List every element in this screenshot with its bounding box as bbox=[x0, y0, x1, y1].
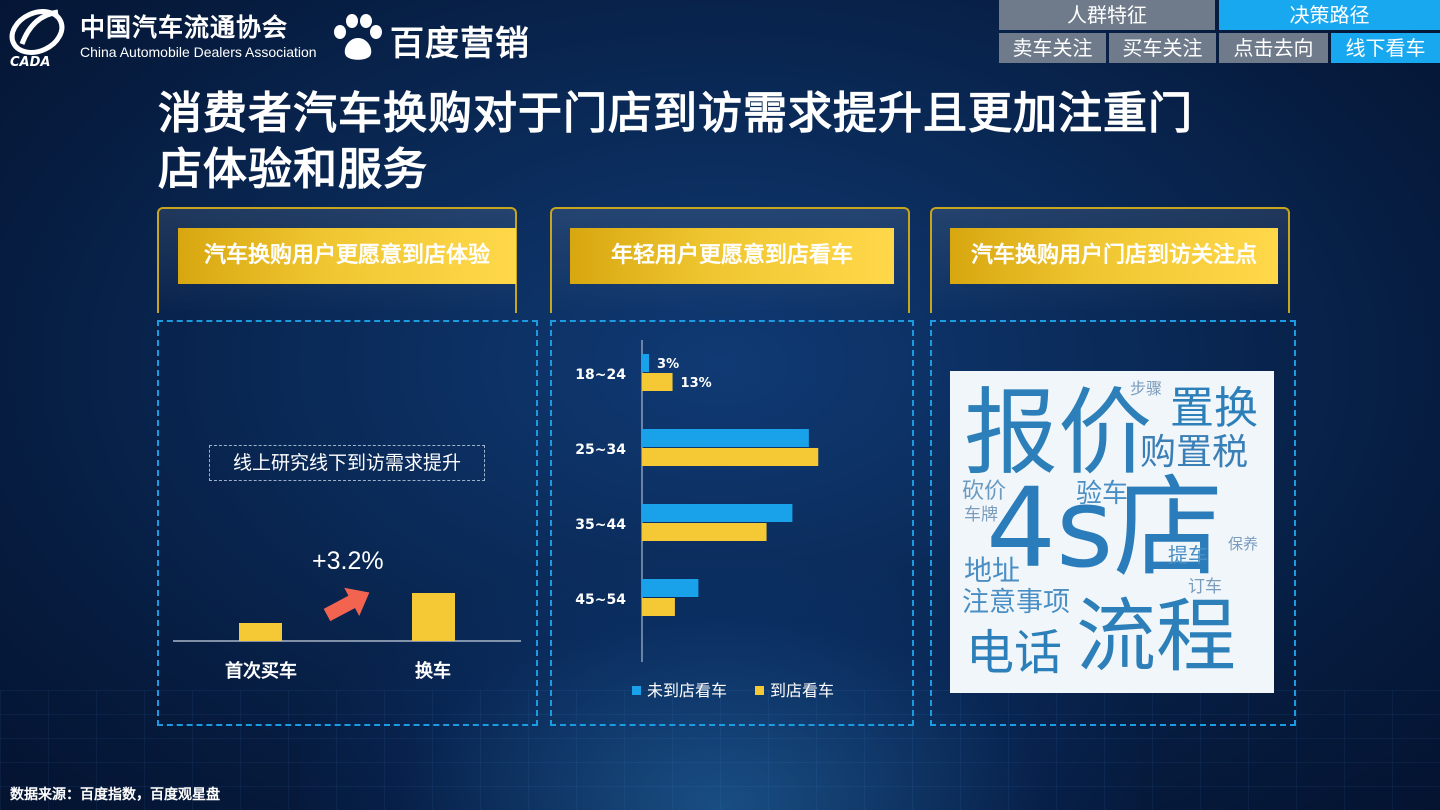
bar-25~34-not-visited bbox=[642, 429, 809, 447]
word-tiche: 提车 bbox=[1168, 543, 1208, 567]
x-label-replacement: 换车 bbox=[415, 660, 451, 682]
word-baoyang: 保养 bbox=[1228, 535, 1259, 553]
growth-arrow-icon bbox=[323, 587, 370, 622]
cada-name-cn: 中国汽车流通协会 bbox=[80, 13, 289, 42]
panel-1-heading: 汽车换购用户更愿意到店体验 bbox=[178, 228, 516, 284]
bar-18~24-visited bbox=[642, 373, 673, 391]
growth-label: +3.2% bbox=[312, 547, 384, 575]
y-label-18~24: 18~24 bbox=[575, 367, 626, 383]
y-label-35~44: 35~44 bbox=[575, 517, 626, 533]
word-kanjia: 砍价 bbox=[962, 479, 1007, 504]
data-source-note: 数据来源：百度指数，百度观星盘 bbox=[10, 787, 220, 803]
word-chepai: 车牌 bbox=[964, 505, 998, 525]
nav-tab-audience-traits[interactable]: 人群特征 bbox=[999, 0, 1215, 30]
age-visit-chart: 18~24 3%13% 25~34 35~44 45~54 未到店看车 到店看车 bbox=[575, 340, 834, 700]
nav-subtab-offline-viewing[interactable]: 线下看车 bbox=[1331, 33, 1440, 63]
word-gouzhishui: 购置税 bbox=[1140, 432, 1249, 473]
page-title: 消费者汽车换购对于门店到访需求提升且更加注重门 店体验和服务 bbox=[158, 86, 1288, 198]
legend-swatch-not-visited bbox=[632, 686, 641, 695]
word-zhihuan: 置换 bbox=[1170, 383, 1258, 434]
panel-3-heading: 汽车换购用户门店到访关注点 bbox=[950, 228, 1278, 284]
data-label-18~24-visited: 13% bbox=[681, 376, 712, 391]
page-title-line2: 店体验和服务 bbox=[158, 144, 428, 195]
word-buzhou: 步骤 bbox=[1130, 379, 1163, 398]
word-liucheng: 流程 bbox=[1076, 590, 1236, 683]
y-label-45~54: 45~54 bbox=[575, 592, 626, 608]
cada-name-en: China Automobile Dealers Association bbox=[80, 44, 317, 60]
baidu-logo-text: 百度营销 bbox=[390, 24, 530, 64]
baidu-paw-icon bbox=[334, 14, 382, 60]
x-label-first-purchase: 首次买车 bbox=[225, 660, 297, 682]
word-yanche: 验车 bbox=[1076, 479, 1129, 509]
baidu-marketing-logo: 百度营销 bbox=[330, 12, 560, 64]
cada-abbr: CADA bbox=[10, 55, 50, 68]
bar-35~44-visited bbox=[642, 523, 767, 541]
nav-subtab-sell-car[interactable]: 卖车关注 bbox=[999, 33, 1106, 63]
panel-3-body bbox=[930, 320, 1296, 726]
cada-logo: CADA 中国汽车流通协会 China Automobile Dealers A… bbox=[4, 2, 324, 70]
panel-2-heading: 年轻用户更愿意到店看车 bbox=[570, 228, 894, 284]
panel-2-body bbox=[550, 320, 914, 726]
y-label-25~34: 25~34 bbox=[575, 442, 626, 458]
cada-logo-mark: CADA bbox=[9, 9, 65, 68]
word-baojia: 报价 bbox=[964, 379, 1153, 488]
panel-1-body bbox=[157, 320, 538, 726]
legend-visited: 到店看车 bbox=[770, 681, 834, 700]
background-grid bbox=[0, 690, 1440, 810]
legend-swatch-visited bbox=[755, 686, 764, 695]
bar-35~44-not-visited bbox=[642, 504, 793, 522]
data-label-18~24-not-visited: 3% bbox=[657, 357, 679, 372]
word-dingche: 订车 bbox=[1188, 577, 1222, 597]
bar-first-purchase bbox=[239, 623, 282, 641]
bar-replacement bbox=[412, 593, 455, 641]
bar-25~34-visited bbox=[642, 448, 819, 466]
word-dizhi: 地址 bbox=[964, 554, 1021, 587]
keyword-cloud: 报价 置换 购置税 步骤 4s店 砍价 验车 车牌 提车 保养 地址 订车 注意… bbox=[950, 371, 1274, 693]
word-zhuyishixiang: 注意事项 bbox=[962, 587, 1070, 618]
panel-1-tag: 线上研究线下到访需求提升 bbox=[209, 445, 485, 481]
word-dianhua: 电话 bbox=[966, 625, 1063, 681]
legend-not-visited: 未到店看车 bbox=[647, 681, 727, 700]
word-4s-store: 4s店 bbox=[986, 464, 1224, 592]
bar-18~24-not-visited bbox=[642, 354, 650, 372]
bar-45~54-not-visited bbox=[642, 579, 699, 597]
nav-subtab-buy-car[interactable]: 买车关注 bbox=[1109, 33, 1216, 63]
nav-subtab-click-destination[interactable]: 点击去向 bbox=[1219, 33, 1328, 63]
bar-45~54-visited bbox=[642, 598, 675, 616]
nav-tab-decision-path[interactable]: 决策路径 bbox=[1219, 0, 1440, 30]
page-title-line1: 消费者汽车换购对于门店到访需求提升且更加注重门 bbox=[158, 88, 1193, 139]
first-vs-replace-chart: 首次买车 换车 bbox=[173, 587, 521, 682]
